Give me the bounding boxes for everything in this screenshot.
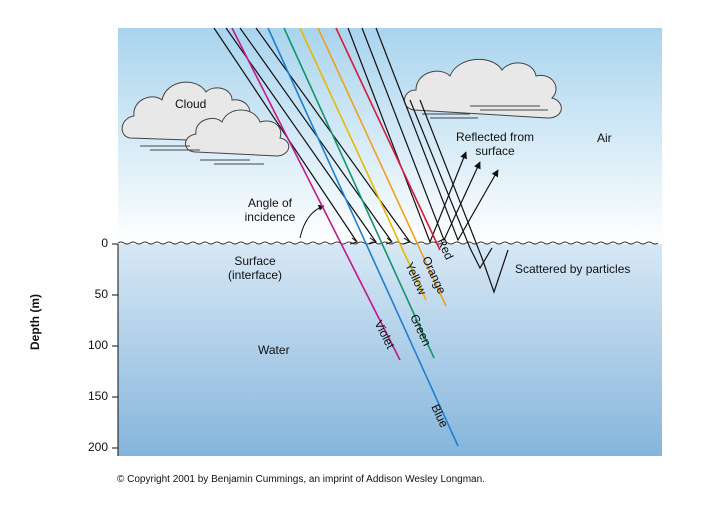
cloud-label: Cloud [175,97,207,111]
angle-label-line-2: incidence [244,210,296,224]
ray-red [335,27,441,251]
angle-pointer [299,204,325,239]
cloud-left-shading [140,145,264,165]
depth-tick-100: 100 [87,338,108,352]
copyright-text: © Copyright 2001 by Benjamin Cummings, a… [117,474,485,485]
reflected-label-line-1: Reflected from [455,130,535,144]
cloud-right [404,58,562,119]
depth-axis-title: Depth (m) [28,294,42,350]
cloud-left [121,81,290,157]
surface-label-line-1: Surface [234,254,276,268]
cloud-right-shading [422,105,548,119]
depth-axis [112,243,119,456]
surface-label: Surface (interface) [212,254,298,282]
surface-label-line-2: (interface) [227,268,283,282]
ray-orange [317,27,447,307]
depth-tick-150: 150 [87,389,108,403]
reflected-label: Reflected from surface [440,130,550,158]
water-label: Water [258,343,290,357]
water-region [118,244,662,456]
ray-violet [231,27,401,361]
surface-arrow-heads [349,237,412,245]
reflected-label-line-2: surface [475,144,515,158]
ray-green [283,27,435,359]
air-label: Air [597,131,612,145]
depth-tick-50: 50 [94,287,108,301]
ray-yellow [299,27,427,301]
scattered-label: Scattered by particles [515,262,631,276]
angle-label-line-1: Angle of [247,196,293,210]
angle-label: Angle of incidence [232,196,308,224]
ray-blue [267,27,459,447]
depth-tick-200: 200 [87,440,108,454]
depth-tick-0: 0 [101,236,108,250]
